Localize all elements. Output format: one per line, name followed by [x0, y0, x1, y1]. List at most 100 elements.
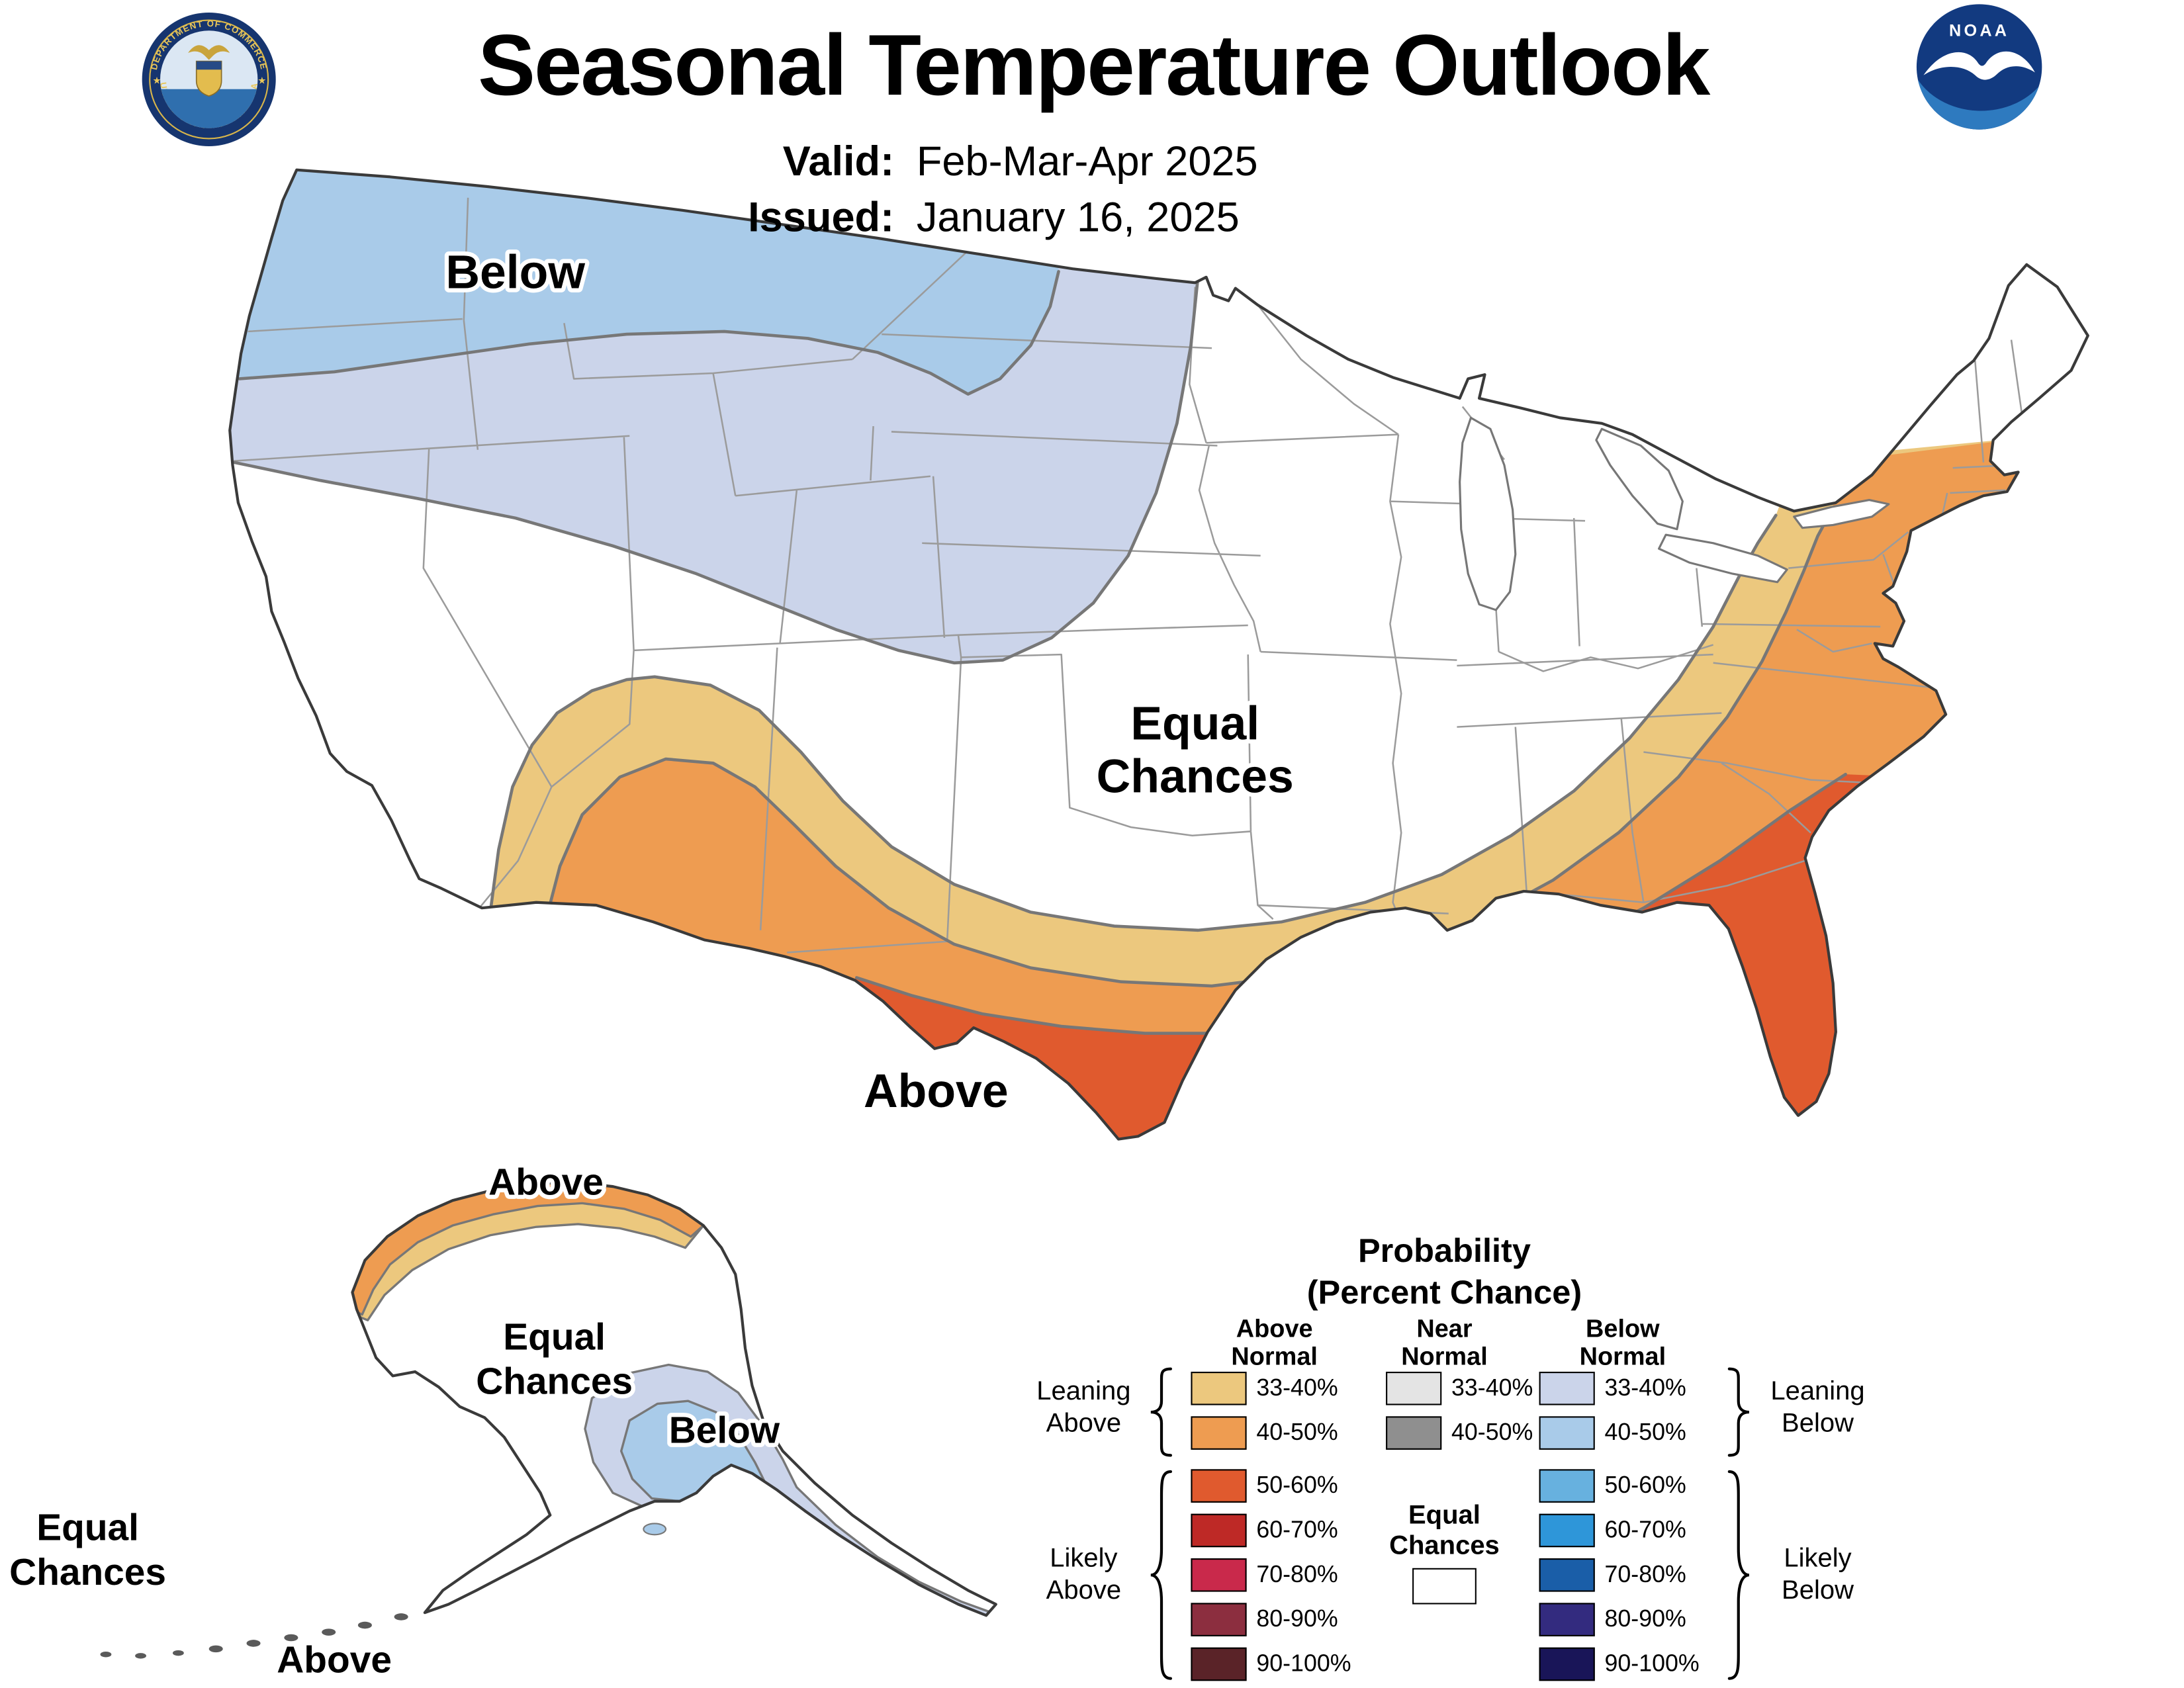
- label-alaska-below: Below: [669, 1409, 780, 1451]
- legend-likely-below: Likely Below: [1782, 1544, 1854, 1606]
- legend-label: 80-90%: [1256, 1605, 1338, 1632]
- legend-row: 33-40%: [1539, 1372, 1686, 1405]
- label-conus-equal-1: Equal: [1130, 697, 1259, 750]
- legend-swatch-above-40-50: [1191, 1416, 1247, 1450]
- issued-value: January 16, 2025: [916, 195, 1240, 242]
- alaska-below-33-40: [584, 1363, 993, 1616]
- noaa-logo-text: NOAA: [1949, 22, 2009, 40]
- legend-label: 33-40%: [1604, 1374, 1686, 1401]
- legend-swatch-below-40-50: [1539, 1416, 1595, 1450]
- legend-swatch-above-50-60: [1191, 1469, 1247, 1503]
- legend-label: 70-80%: [1604, 1561, 1686, 1588]
- legend-label: 50-60%: [1604, 1472, 1686, 1499]
- svg-text:★: ★: [152, 75, 161, 86]
- lake-ontario: [1793, 498, 1890, 529]
- legend-row: 80-90%: [1191, 1603, 1338, 1636]
- state-boundaries: [234, 197, 2024, 954]
- probability-legend: Probability (Percent Chance) Above Normal…: [1003, 1225, 1929, 1688]
- legend-swatch-above-80-90: [1191, 1603, 1247, 1636]
- legend-equal-chances-label: Equal Chances: [1389, 1501, 1500, 1562]
- lake-huron: [1595, 427, 1684, 531]
- legend-equal-chances-box: [1412, 1568, 1477, 1605]
- legend-swatch-above-33-40: [1191, 1372, 1247, 1405]
- conus-outline: [228, 168, 2089, 1141]
- legend-swatch-above-90-100: [1191, 1647, 1247, 1681]
- label-aleutian-equal-2: Chances: [9, 1552, 166, 1593]
- boundary-below-33-40: [232, 277, 1200, 665]
- legend-row: 40-50%: [1539, 1416, 1686, 1450]
- legend-label: 90-100%: [1256, 1650, 1351, 1677]
- legend-row: 60-70%: [1191, 1513, 1338, 1548]
- brace-likely-below: [1721, 1465, 1752, 1685]
- legend-swatch-below-90-100: [1539, 1647, 1595, 1681]
- boundary-above-33-40: [488, 513, 1778, 932]
- noaa-logo-icon: NOAA: [1916, 4, 2042, 130]
- legend-title-line2: (Percent Chance): [1306, 1274, 1582, 1312]
- label-conus-equal-2: Chances: [1097, 750, 1294, 803]
- legend-label: 33-40%: [1451, 1374, 1533, 1401]
- legend-row: 70-80%: [1191, 1558, 1338, 1592]
- alaska-outline: [351, 1180, 997, 1617]
- legend-label: 80-90%: [1604, 1605, 1686, 1632]
- legend-row: 33-40%: [1386, 1372, 1533, 1405]
- validity-block: Valid: Feb-Mar-Apr 2025 Issued: January …: [655, 139, 1258, 250]
- label-alaska-equal-1: Equal: [503, 1316, 606, 1358]
- label-alaska-above: Above: [488, 1162, 604, 1204]
- doc-seal-icon: DEPARTMENT OF COMMERCE UNITED STATES OF …: [142, 12, 276, 146]
- label-aleutian-above: Above: [277, 1640, 392, 1681]
- legend-label: 90-100%: [1604, 1650, 1700, 1677]
- region-above-40-50: [473, 404, 2088, 1139]
- legend-label: 40-50%: [1604, 1419, 1686, 1446]
- legend-row: 60-70%: [1539, 1513, 1686, 1548]
- legend-row: 70-80%: [1539, 1558, 1686, 1592]
- lake-erie: [1658, 533, 1788, 584]
- legend-header-above: Above Normal: [1231, 1314, 1318, 1370]
- legend-swatch-near-40-50: [1386, 1416, 1442, 1450]
- boundary-below-40-50: [238, 270, 1060, 396]
- legend-swatch-above-70-80: [1191, 1558, 1247, 1592]
- legend-row: 50-60%: [1191, 1469, 1338, 1503]
- boundary-above-40-50: [541, 516, 1829, 988]
- valid-value: Feb-Mar-Apr 2025: [916, 139, 1258, 185]
- legend-row: 90-100%: [1191, 1647, 1351, 1681]
- legend-leaning-below: Leaning Below: [1770, 1377, 1865, 1439]
- alaska-regions: [352, 1182, 996, 1616]
- legend-swatch-near-33-40: [1386, 1372, 1442, 1405]
- legend-swatch-below-33-40: [1539, 1372, 1595, 1405]
- legend-header-near: Near Normal: [1401, 1314, 1488, 1370]
- legend-swatch-below-50-60: [1539, 1469, 1595, 1503]
- legend-label: 40-50%: [1451, 1419, 1533, 1446]
- label-conus-above: Above: [864, 1065, 1009, 1118]
- legend-row: 40-50%: [1191, 1416, 1338, 1450]
- lake-michigan: [1459, 416, 1517, 611]
- legend-label: 50-60%: [1256, 1472, 1338, 1499]
- legend-label: 60-70%: [1604, 1516, 1686, 1543]
- legend-likely-above: Likely Above: [1046, 1544, 1122, 1606]
- legend-row: 40-50%: [1386, 1416, 1533, 1450]
- legend-swatch-below-60-70: [1539, 1513, 1595, 1548]
- legend-row: 80-90%: [1539, 1603, 1686, 1636]
- label-conus-below: Below: [445, 246, 585, 299]
- legend-label: 60-70%: [1256, 1516, 1338, 1543]
- legend-title: Probability (Percent Chance): [1236, 1231, 1653, 1314]
- kodiak-island: [643, 1523, 667, 1536]
- department-of-commerce-seal: DEPARTMENT OF COMMERCE UNITED STATES OF …: [141, 11, 277, 148]
- valid-label: Valid:: [782, 139, 895, 185]
- legend-title-line1: Probability: [1357, 1232, 1531, 1270]
- legend-swatch-below-70-80: [1539, 1558, 1595, 1592]
- legend-swatch-above-60-70: [1191, 1513, 1247, 1548]
- issued-label: Issued:: [748, 195, 895, 242]
- legend-label: 33-40%: [1256, 1374, 1338, 1401]
- label-aleutian-equal-1: Equal: [36, 1507, 139, 1549]
- noaa-logo: NOAA: [1915, 3, 2044, 131]
- legend-leaning-above: Leaning Above: [1036, 1377, 1131, 1439]
- aleutian-islands: [100, 1613, 408, 1659]
- brace-likely-above: [1148, 1465, 1178, 1685]
- page-title: Seasonal Temperature Outlook: [478, 18, 1710, 114]
- brace-leaning-below: [1721, 1366, 1752, 1458]
- legend-label: 40-50%: [1256, 1419, 1338, 1446]
- svg-text:★: ★: [257, 75, 266, 86]
- legend-row: 33-40%: [1191, 1372, 1338, 1405]
- legend-row: 50-60%: [1539, 1469, 1686, 1503]
